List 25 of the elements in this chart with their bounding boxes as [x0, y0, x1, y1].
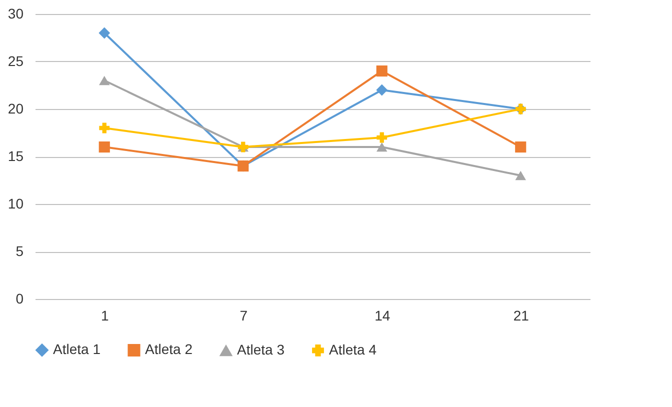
x-tick-label: 21	[513, 308, 530, 324]
point	[515, 141, 526, 153]
y-tick-label: 15	[8, 148, 24, 164]
point	[98, 141, 110, 153]
legend-label: Atleta 2	[145, 341, 193, 358]
point	[376, 132, 388, 143]
point	[376, 65, 388, 77]
y-tick-label: 25	[8, 53, 24, 69]
legend-label: Atleta 1	[53, 341, 101, 358]
legend-label: Atleta 3	[237, 342, 285, 358]
x-tick-label: 1	[100, 308, 109, 324]
y-tick-label: 10	[8, 196, 24, 212]
y-tick-label: 20	[8, 100, 24, 116]
point	[99, 122, 110, 134]
x-tick-label: 7	[240, 308, 248, 324]
x-tick-label: 14	[374, 308, 390, 324]
point	[515, 170, 526, 180]
y-tick-label: 0	[16, 290, 24, 306]
point	[99, 76, 110, 86]
y-tick-label: 30	[8, 6, 24, 22]
legend-label: Atleta 4	[329, 341, 377, 358]
point	[376, 84, 388, 96]
point	[98, 27, 110, 39]
point	[376, 142, 388, 152]
y-tick-label: 5	[16, 243, 24, 259]
